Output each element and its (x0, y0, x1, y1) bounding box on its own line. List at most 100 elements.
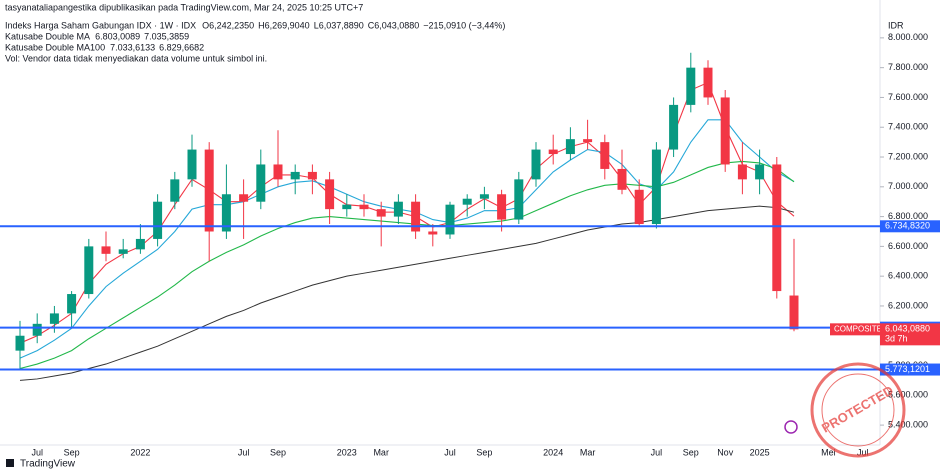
level-tag-label: 6.734,8320 (885, 221, 930, 231)
candle-body (393, 201, 403, 217)
moving-average (19, 205, 795, 381)
candle-body (755, 164, 765, 180)
last-price-value: 6.043,0880 (885, 324, 930, 334)
candle-body (462, 198, 472, 205)
y-tick-label: 6.400.000 (888, 271, 928, 281)
ohlc-value: O6,242,2350 (202, 20, 254, 30)
indicator-name: Katusabe Double MA (5, 31, 90, 41)
x-tick-label: 2023 (337, 447, 357, 457)
moving-average (19, 119, 795, 359)
x-tick-label: Jul (31, 447, 43, 457)
candle-body (221, 194, 231, 232)
candle-body (669, 104, 679, 150)
x-tick-label: 2025 (750, 447, 770, 457)
candle-body (720, 97, 730, 165)
x-tick-label: Sep (683, 447, 699, 457)
candle-body (600, 142, 610, 169)
ohlc-value: C6,043,0880 (368, 20, 420, 30)
event-icon[interactable] (784, 420, 798, 434)
level-tag (880, 220, 940, 233)
x-tick-label: Jul (651, 447, 663, 457)
x-tick-label: 2024 (543, 447, 563, 457)
y-tick-label: 6.600.000 (888, 241, 928, 251)
y-tick-label: 7.200.000 (888, 151, 928, 161)
indicator-value: 6.829,6682 (159, 42, 204, 52)
x-tick-label: Mar (373, 447, 389, 457)
volume-note: Vol: Vendor data tidak menyediakan data … (5, 53, 267, 63)
symbol-title: Indeks Harga Saham Gabungan IDX · 1W · I… (5, 20, 196, 30)
candle-body (135, 238, 145, 250)
candle-body (411, 201, 421, 232)
x-tick-label: Mar (580, 447, 596, 457)
candle-body (479, 194, 489, 199)
candle-body (84, 246, 94, 295)
candle-body (514, 179, 524, 220)
x-tick-label: Jul (444, 447, 456, 457)
x-tick-label: Sep (64, 447, 80, 457)
candle-body (651, 149, 661, 225)
candle-body (170, 179, 180, 202)
x-tick-label: Sep (270, 447, 286, 457)
candle-body (617, 168, 627, 190)
moving-average (19, 160, 795, 370)
candle-body (49, 313, 59, 324)
y-tick-label: 8.000.000 (888, 32, 928, 42)
stamp-ring (810, 362, 906, 458)
x-tick-label: Mei (821, 447, 836, 457)
candle-body (531, 149, 541, 180)
candle-body (101, 246, 111, 254)
candle-body (239, 194, 249, 202)
candle-body (565, 139, 575, 155)
candle-body (548, 149, 558, 155)
candle-body (118, 249, 128, 254)
candle-body (359, 204, 369, 210)
candle-body (342, 204, 352, 210)
ohlc-value: −215,0910 (−3,44%) (423, 20, 505, 30)
x-tick-label: Jul (238, 447, 250, 457)
candle-body (256, 164, 266, 202)
level-tag-label: 5.773,1201 (885, 364, 930, 374)
last-price-name: COMPOSITE (834, 324, 882, 333)
ohlc-value: H6,269,9040 (258, 20, 310, 30)
candle-body (67, 294, 77, 314)
candle-body (445, 204, 455, 235)
candle-body (187, 149, 197, 180)
y-tick-label: 7.000.000 (888, 181, 928, 191)
brand: TradingView (20, 459, 76, 470)
candle-body (686, 67, 696, 105)
currency: IDR (888, 20, 904, 30)
ohlc-value: L6,037,8890 (314, 20, 364, 30)
x-tick-label: Nov (717, 447, 734, 457)
candle-body (153, 201, 163, 239)
indicator-value: 7.035,3859 (144, 31, 189, 41)
y-tick-label: 5.400.000 (888, 419, 928, 429)
candle-body (204, 149, 214, 232)
indicator-name: Katusabe Double MA100 (5, 42, 105, 52)
candle-body (307, 171, 317, 180)
x-tick-label: Sep (476, 447, 492, 457)
candle-body (789, 295, 799, 330)
indicator-value: 6.803,0089 (95, 31, 140, 41)
moving-average (19, 81, 795, 344)
y-tick-label: 7.600.000 (888, 92, 928, 102)
x-tick-label: Jul (857, 447, 869, 457)
candle-body (634, 189, 644, 225)
candle-body (290, 171, 300, 180)
candle-body (15, 335, 25, 351)
candle-body (772, 164, 782, 292)
indicator-value: 7.033,6133 (110, 42, 155, 52)
candle-body (325, 179, 335, 210)
publisher: tasyanataliapangestika dipublikasikan pa… (5, 2, 363, 12)
candle-body (32, 323, 42, 336)
candle-body (703, 67, 713, 98)
candle-body (737, 164, 747, 180)
stamp-ring (821, 373, 895, 447)
level-tag (880, 363, 940, 376)
last-price-tag (880, 323, 940, 346)
candle-body (497, 194, 507, 220)
y-tick-label: 7.400.000 (888, 122, 928, 132)
last-price-name-tag (830, 323, 880, 336)
y-tick-label: 6.800.000 (888, 211, 928, 221)
